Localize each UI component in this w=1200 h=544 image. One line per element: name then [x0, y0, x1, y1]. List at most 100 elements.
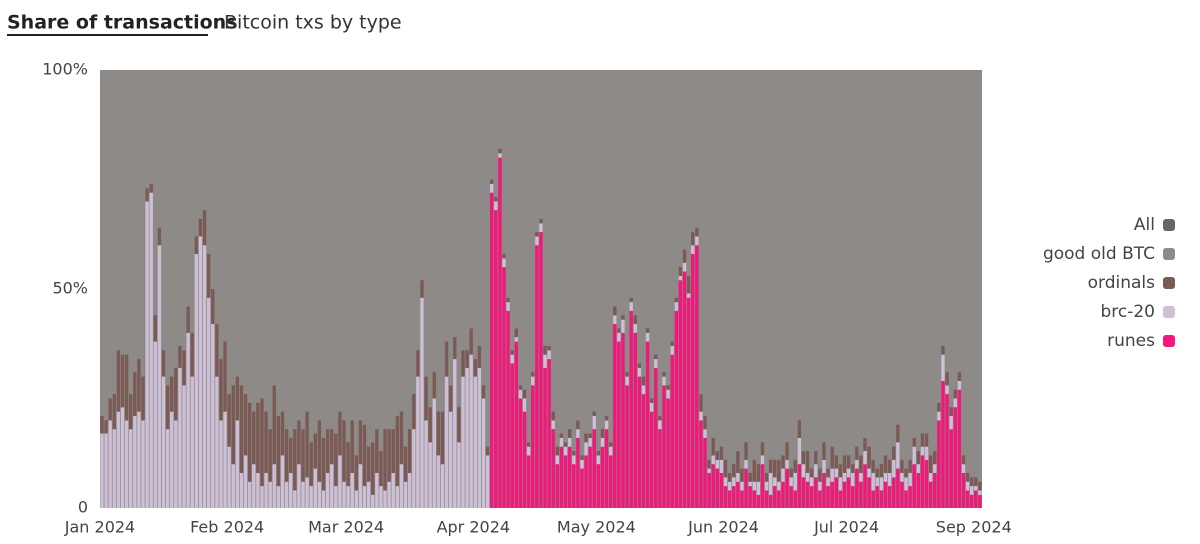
- bar-segment: [974, 490, 978, 508]
- bar-segment: [752, 481, 756, 491]
- bar-segment: [572, 464, 576, 508]
- x-tick-label: May 2024: [557, 518, 636, 537]
- bar-segment: [678, 275, 683, 281]
- bar-segment: [563, 446, 568, 456]
- bar-segment: [522, 411, 527, 508]
- bar-segment: [658, 429, 662, 508]
- bar-segment: [945, 394, 949, 508]
- bar-segment: [592, 411, 596, 417]
- bar-segment: [781, 481, 785, 508]
- bar-segment: [604, 429, 609, 508]
- bar-segment: [912, 464, 916, 508]
- bar-segment: [531, 376, 535, 386]
- bar-segment: [883, 481, 888, 508]
- y-tick-label: 0: [78, 498, 88, 517]
- bar-segment: [190, 332, 194, 377]
- bar-segment: [297, 464, 301, 508]
- bar-segment: [756, 464, 761, 482]
- bar-segment: [748, 486, 752, 508]
- bar-segment: [309, 442, 313, 487]
- bar-segment: [231, 385, 235, 465]
- bar-segment: [830, 481, 834, 508]
- bar-segment: [256, 402, 260, 473]
- bar-segment: [707, 472, 711, 508]
- bar-segment: [502, 267, 506, 508]
- bar-segment: [342, 420, 346, 482]
- bar-segment: [252, 464, 256, 508]
- bar-segment: [662, 372, 666, 377]
- bar-segment: [617, 341, 621, 508]
- bar-segment: [293, 490, 297, 508]
- bar-segment: [440, 464, 445, 508]
- bar-segment: [814, 451, 818, 465]
- bar-segment: [174, 367, 178, 421]
- bar-segment: [157, 227, 162, 246]
- bar-segment: [859, 455, 863, 473]
- bar-segment: [555, 455, 560, 465]
- bar-segment: [129, 394, 133, 430]
- bar-segment: [416, 350, 420, 377]
- bar-segment: [539, 218, 543, 224]
- legend-label: good old BTC: [1043, 244, 1155, 264]
- bar-segment: [231, 464, 235, 508]
- bar-segment: [768, 472, 773, 495]
- bar-segment: [879, 477, 884, 491]
- bar-segment: [834, 455, 838, 469]
- bar-segment: [145, 188, 149, 202]
- bar-segment: [473, 359, 477, 377]
- bar-segment: [752, 459, 756, 482]
- bar-segment: [645, 328, 650, 333]
- bar-segment: [846, 455, 851, 469]
- bar-segment: [678, 267, 683, 276]
- bar-segment: [785, 442, 789, 460]
- bar-segment: [867, 446, 871, 469]
- legend-swatch: [1163, 248, 1175, 260]
- bar-segment: [613, 306, 617, 316]
- bar-segment: [567, 437, 572, 447]
- bar-segment: [834, 477, 838, 508]
- bar-segment: [178, 367, 182, 508]
- bar-segment: [654, 359, 658, 368]
- bar-segment: [781, 468, 785, 482]
- bar-segment: [633, 315, 637, 325]
- bar-segment: [908, 472, 912, 487]
- bar-segment: [760, 442, 765, 456]
- bar-segment: [826, 486, 830, 508]
- bar-segment: [838, 477, 843, 491]
- bar-segment: [974, 486, 978, 491]
- bar-segment: [268, 429, 272, 482]
- bar-segment: [699, 420, 703, 508]
- bar-segment: [235, 420, 240, 508]
- bar-segment: [645, 332, 650, 342]
- bar-segment: [535, 232, 539, 237]
- bar-segment: [592, 416, 596, 430]
- bar-segment: [526, 446, 531, 456]
- x-tick-label: Jan 2024: [64, 518, 135, 537]
- bar-segment: [223, 411, 227, 508]
- bar-segment: [949, 416, 953, 430]
- bar-segment: [510, 350, 514, 355]
- bar-segment: [674, 297, 678, 303]
- bar-segment: [678, 280, 683, 508]
- bar-segment: [760, 464, 765, 508]
- bar-segment: [920, 433, 925, 447]
- bar-segment: [309, 486, 313, 508]
- bar-segment: [805, 481, 810, 508]
- bar-segment: [904, 490, 908, 508]
- bar-segment: [547, 345, 551, 351]
- bar-segment: [916, 464, 921, 473]
- bar-segment: [498, 148, 502, 154]
- bar-segment: [768, 494, 773, 508]
- bar-segment: [465, 350, 469, 368]
- bar-segment: [818, 481, 822, 491]
- bar-segment: [756, 481, 761, 495]
- bar-segment: [912, 446, 916, 465]
- bar-segment: [498, 157, 502, 508]
- bar-segment: [957, 372, 962, 381]
- bar-segment: [444, 376, 449, 508]
- bar-segment: [354, 490, 359, 508]
- bar-segment: [510, 363, 514, 508]
- bar-segment: [547, 359, 551, 508]
- bar-segment: [957, 389, 962, 508]
- bar-segment: [633, 324, 637, 333]
